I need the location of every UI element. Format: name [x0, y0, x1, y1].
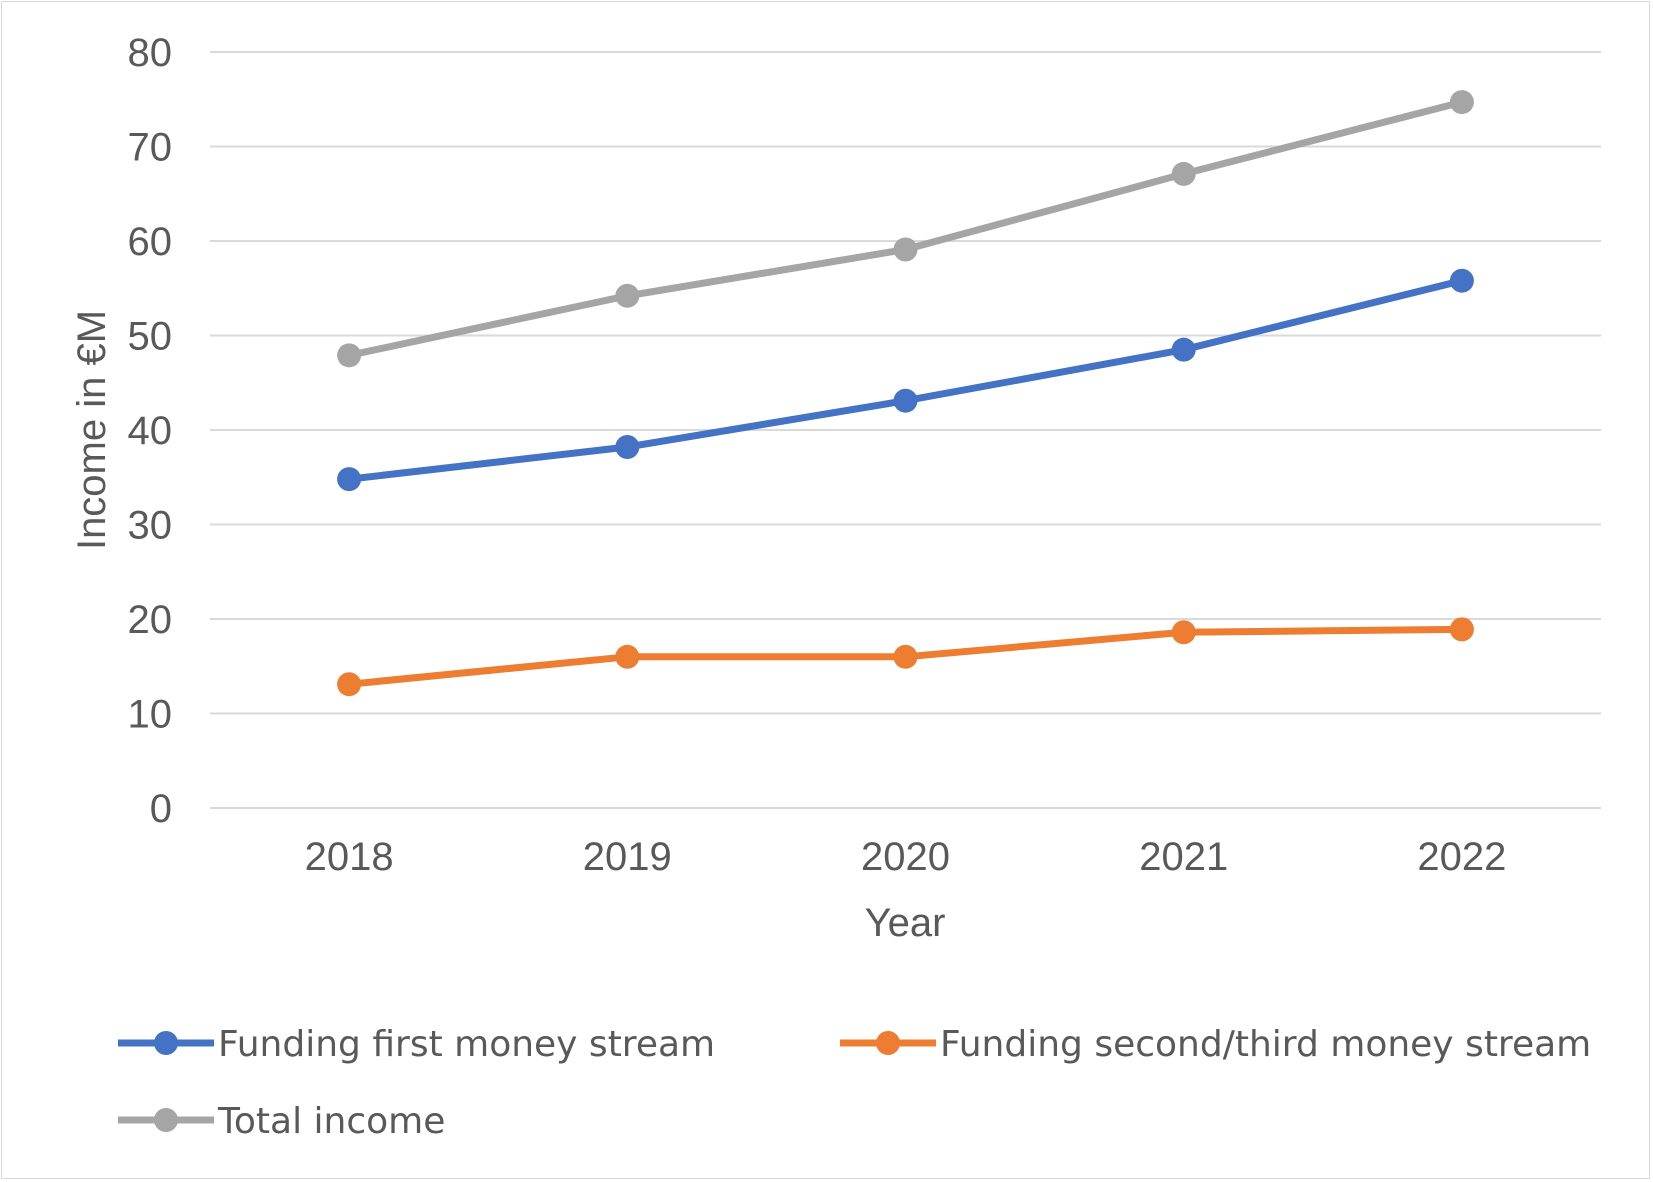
y-tick-label: 40: [128, 409, 173, 453]
legend-item: Funding second/third money stream: [840, 1024, 1591, 1065]
x-tick-label: 2018: [305, 835, 394, 879]
x-axis-title: Year: [865, 901, 946, 945]
series-2: [337, 617, 1474, 697]
y-tick-label: 50: [128, 315, 173, 359]
series-1: [337, 268, 1474, 492]
x-axis-ticks: 2018 2019 2020 2021 2022: [305, 835, 1507, 879]
data-point: [337, 467, 362, 492]
data-point: [1171, 620, 1196, 645]
data-point: [893, 388, 918, 413]
y-tick-label: 70: [128, 126, 173, 170]
y-axis-ticks: 0 10 20 30 40 50 60 70 80: [128, 31, 173, 831]
y-tick-label: 20: [128, 598, 173, 642]
legend-item: Total income: [118, 1101, 445, 1142]
data-point: [615, 435, 640, 460]
y-tick-label: 10: [128, 693, 173, 737]
legend-swatch-marker: [154, 1108, 178, 1132]
gridlines: [210, 51, 1601, 809]
data-point: [1449, 90, 1474, 115]
series-line: [345, 98, 1466, 359]
data-point: [1171, 337, 1196, 362]
x-tick-label: 2019: [583, 835, 672, 879]
legend-label: Funding second/third money stream: [940, 1024, 1591, 1065]
x-tick-label: 2022: [1417, 835, 1506, 879]
data-point: [615, 283, 640, 308]
data-point: [337, 672, 362, 697]
data-point: [1171, 161, 1196, 186]
data-point: [337, 343, 362, 368]
y-axis-title: Income in €M: [70, 310, 114, 550]
x-tick-label: 2021: [1139, 835, 1228, 879]
data-point: [1449, 268, 1474, 293]
legend-label: Funding first money stream: [218, 1024, 715, 1065]
legend-item: Funding first money stream: [118, 1024, 715, 1065]
legend: Funding first money stream Funding second…: [118, 1024, 1591, 1142]
y-tick-label: 0: [150, 787, 172, 831]
series-line: [345, 277, 1466, 483]
y-tick-label: 80: [128, 31, 173, 75]
data-point: [893, 644, 918, 669]
y-tick-label: 60: [128, 220, 173, 264]
series-3: [337, 90, 1474, 368]
legend-label: Total income: [217, 1101, 445, 1142]
data-point: [893, 237, 918, 262]
legend-swatch-marker: [876, 1031, 900, 1055]
data-point: [1449, 617, 1474, 642]
data-point: [615, 644, 640, 669]
y-tick-label: 30: [128, 504, 173, 548]
legend-swatch-marker: [154, 1031, 178, 1055]
series-layer: [337, 90, 1474, 697]
x-tick-label: 2020: [861, 835, 950, 879]
